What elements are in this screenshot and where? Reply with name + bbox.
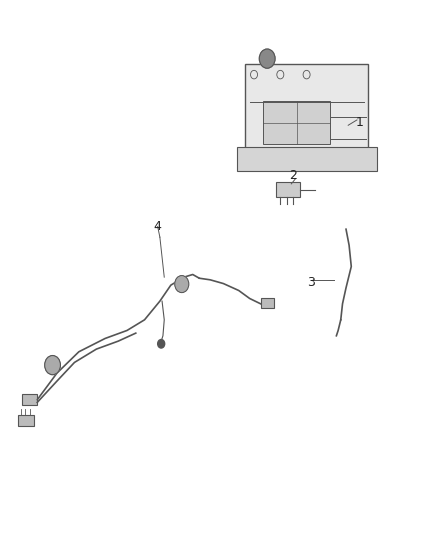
Text: 2: 2	[290, 169, 297, 182]
FancyBboxPatch shape	[237, 147, 377, 171]
FancyBboxPatch shape	[245, 64, 368, 149]
Circle shape	[158, 340, 165, 348]
Text: 4: 4	[154, 220, 162, 233]
Bar	[261, 298, 274, 308]
Text: 3: 3	[307, 276, 315, 289]
Text: 1: 1	[355, 116, 363, 129]
Circle shape	[175, 276, 189, 293]
Bar	[263, 101, 330, 144]
Circle shape	[45, 356, 60, 375]
Bar	[276, 182, 300, 197]
Bar	[22, 394, 37, 405]
Bar	[18, 415, 34, 426]
Circle shape	[259, 49, 275, 68]
